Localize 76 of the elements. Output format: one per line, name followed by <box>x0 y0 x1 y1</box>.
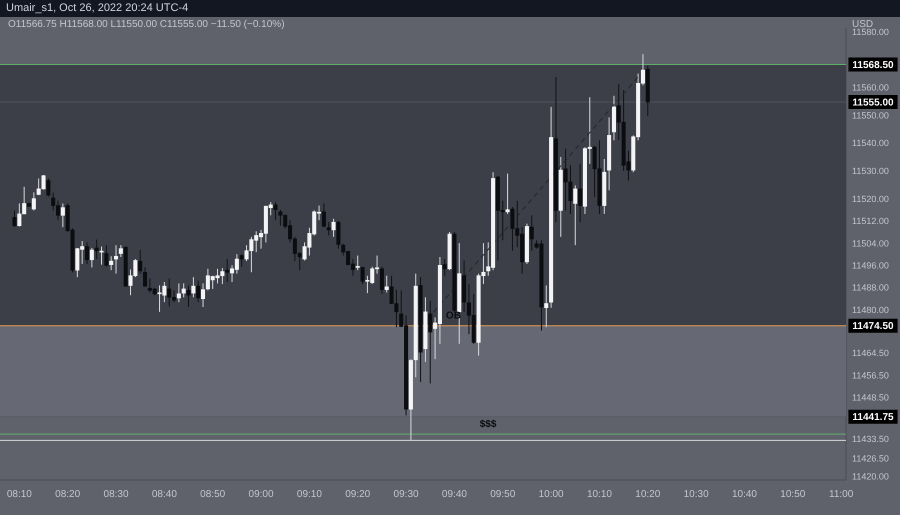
candlestick <box>109 256 114 271</box>
candlestick <box>32 192 36 211</box>
x-tick-label: 09:30 <box>394 488 420 500</box>
candlestick <box>60 202 65 228</box>
y-tick-label: 11496.00 <box>852 260 889 270</box>
x-tick-label: 10:30 <box>684 488 710 500</box>
y-tick-label: 11464.50 <box>852 348 889 358</box>
y-tick-label: 11480.00 <box>852 304 889 315</box>
candlestick <box>142 266 148 288</box>
candlestick <box>196 280 200 303</box>
y-tick-label: 11530.00 <box>852 166 889 176</box>
candlestick <box>360 266 365 285</box>
y-tick-label: 11580.00 <box>852 27 889 38</box>
y-tick-label: 11504.00 <box>852 238 889 248</box>
candlestick <box>94 239 99 260</box>
x-tick-label: 08:30 <box>104 488 129 500</box>
ref-line-label: 11441.75 <box>852 412 894 424</box>
candlestick <box>274 202 278 221</box>
candlestick <box>380 266 384 294</box>
ref-line-label: 11474.50 <box>852 321 894 332</box>
candlestick <box>201 282 206 308</box>
candlestick <box>12 210 17 228</box>
x-tick-label: 09:10 <box>296 488 322 500</box>
y-tick-label: 11512.00 <box>852 216 889 226</box>
x-tick-label: 10:00 <box>538 488 564 500</box>
x-tick-label: 10:50 <box>780 488 806 500</box>
candlestick <box>322 202 326 228</box>
y-tick-label: 11520.00 <box>852 194 889 204</box>
candlestick <box>573 184 578 246</box>
candlestick <box>240 254 244 268</box>
x-tick-label: 09:20 <box>345 488 371 500</box>
chart-subtitle: O11566.75 H11568.00 L11550.00 C11555.00 −11.50 (−0.10%) <box>8 19 285 31</box>
y-tick-label: 11560.00 <box>852 82 889 93</box>
candlestick <box>104 244 108 268</box>
candlestick <box>46 178 50 198</box>
candlestick <box>530 214 534 252</box>
y-tick-label: 11433.50 <box>852 434 889 444</box>
candlestick <box>176 282 181 303</box>
y-tick-label: 11420.00 <box>852 472 889 482</box>
x-tick-label: 08:10 <box>6 488 32 500</box>
x-tick-label: 08:20 <box>55 488 81 500</box>
x-tick-label: 09:50 <box>490 488 516 500</box>
x-tick-label: 10:10 <box>586 488 612 500</box>
ref-line-label: 11555.00 <box>852 97 894 108</box>
chart-title: Umair_s1, Oct 26, 2022 20:24 UTC-4 <box>0 0 900 17</box>
x-tick-label: 09:40 <box>442 488 468 500</box>
candlestick <box>442 258 447 276</box>
candlestick <box>336 220 340 250</box>
candlestick <box>578 163 582 223</box>
x-tick-label: 11:00 <box>829 488 854 500</box>
x-tick-label: 10:40 <box>732 488 758 500</box>
x-tick-label: 09:00 <box>248 488 274 500</box>
annotation: $$$ <box>480 418 497 430</box>
candlestick <box>118 244 123 258</box>
x-tick-label: 08:40 <box>152 488 178 500</box>
y-tick-label: 11540.00 <box>852 138 889 148</box>
candlestick <box>138 250 142 274</box>
y-tick-label: 11448.50 <box>852 392 889 402</box>
candlestick <box>182 282 186 298</box>
candlestick <box>114 244 118 274</box>
y-tick-label: 11550.00 <box>852 110 889 120</box>
y-tick-label: 11456.50 <box>852 370 889 380</box>
candlestick <box>186 284 191 308</box>
candlestick <box>428 300 432 384</box>
candlestick <box>191 276 196 298</box>
x-tick-label: 08:50 <box>200 488 226 500</box>
x-tick-label: 10:20 <box>635 488 661 500</box>
candlestick <box>356 255 360 271</box>
y-tick-label: 11488.00 <box>852 282 889 293</box>
candlestick <box>84 242 90 264</box>
candlestick <box>332 218 336 238</box>
candlestick <box>384 275 389 293</box>
ref-line-label: 11568.50 <box>852 60 894 71</box>
candlestick <box>544 284 548 328</box>
y-tick-label: 11426.50 <box>852 454 889 464</box>
candlestick <box>90 247 94 268</box>
